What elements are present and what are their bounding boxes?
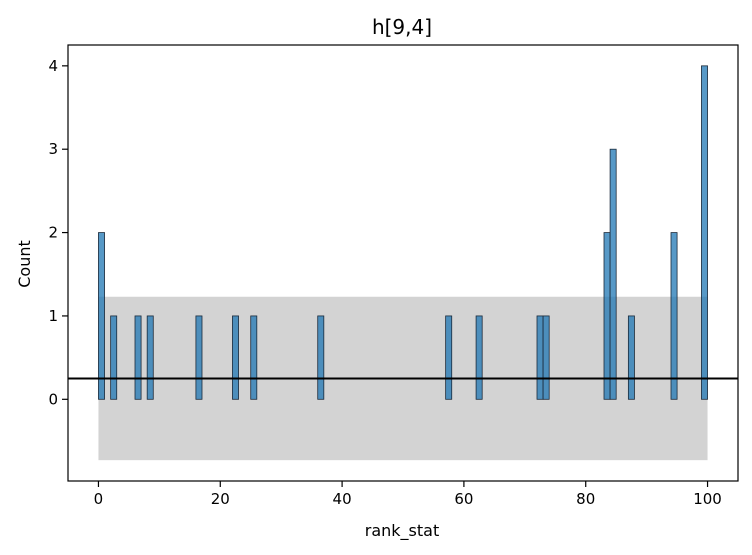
x-tick-label: 100 [693, 490, 722, 508]
histogram-bar [146, 315, 154, 400]
histogram-bar [98, 232, 105, 400]
plot-area: 0 20 40 60 80 100 0 1 2 3 4 [48, 44, 739, 508]
histogram-bar [603, 232, 611, 400]
histogram-bar [445, 315, 453, 400]
x-tick-label: 80 [576, 490, 595, 508]
histogram-bar [627, 315, 635, 400]
histogram-bar [609, 148, 617, 400]
y-tick-label: 4 [48, 57, 58, 75]
histogram-bar [475, 315, 483, 400]
y-tick-label: 3 [48, 140, 58, 158]
histogram-bar [232, 315, 239, 400]
histogram-bar [670, 232, 678, 400]
x-tick-label: 0 [94, 490, 104, 508]
histogram-bar [250, 315, 258, 400]
y-axis-label: Count [15, 240, 34, 288]
histogram-bar [195, 315, 203, 400]
x-tick-label: 60 [454, 490, 473, 508]
y-tick-label: 2 [48, 224, 58, 242]
histogram-bar [110, 315, 118, 400]
histogram-bar [701, 65, 708, 400]
x-tick-label: 20 [211, 490, 230, 508]
histogram-bar [542, 315, 550, 400]
y-tick-label: 0 [48, 390, 58, 408]
histogram-bar [134, 315, 142, 400]
histogram-bar [317, 315, 325, 400]
axes-frame [67, 44, 739, 482]
x-axis-label: rank_stat [365, 521, 439, 541]
histogram-bar [536, 315, 544, 400]
chart-title: h[9,4] [372, 15, 432, 39]
y-tick-label: 1 [48, 307, 58, 325]
x-tick-label: 40 [333, 490, 352, 508]
